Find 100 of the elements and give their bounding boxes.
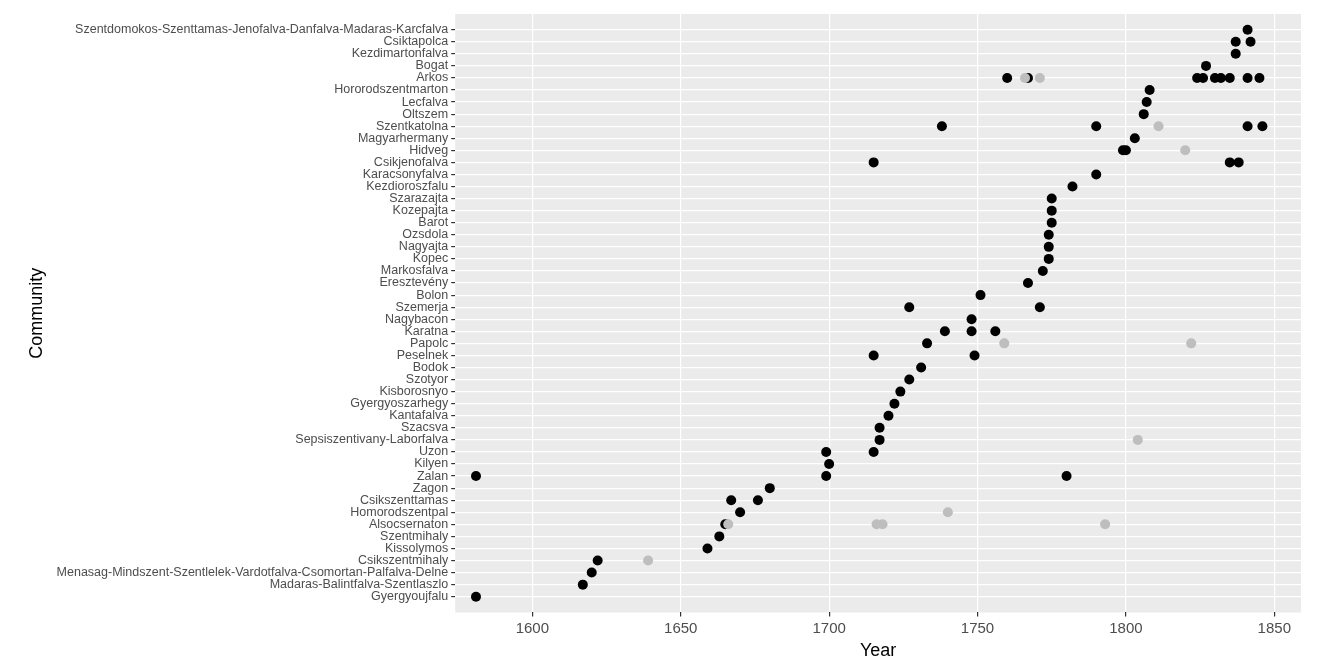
- y-tick-label: Ozsdola: [402, 227, 449, 242]
- point: [904, 302, 915, 313]
- y-tick-label: Sepsiszentivany-Laborfalva: [295, 432, 449, 447]
- point: [1043, 241, 1054, 252]
- point: [1002, 72, 1013, 83]
- x-tick-label: 1750: [960, 618, 995, 636]
- point: [874, 422, 885, 433]
- point: [966, 314, 977, 325]
- y-tick-label: Uzon: [419, 444, 449, 459]
- point: [1224, 72, 1235, 83]
- y-tick-label: Szentdomokos-Szenttamas-Jenofalva-Danfalva-Madaras-Karcfalva: [75, 22, 449, 37]
- point: [1233, 157, 1244, 168]
- point: [577, 579, 588, 590]
- point: [1132, 434, 1143, 445]
- point: [1061, 471, 1072, 482]
- point: [868, 157, 879, 168]
- y-tick-label: Magyarhermany: [357, 130, 449, 145]
- x-tick-label: 1700: [812, 618, 846, 636]
- point: [1180, 145, 1191, 156]
- point: [936, 121, 947, 132]
- point: [1091, 121, 1102, 132]
- y-tick-label: Homorodszentpal: [350, 504, 449, 519]
- point: [942, 507, 953, 518]
- y-tick-label: Lecfalva: [401, 94, 449, 109]
- point: [1224, 157, 1235, 168]
- point: [966, 326, 977, 337]
- point: [1091, 169, 1102, 180]
- point: [868, 350, 879, 361]
- y-tick-label: Kilyen: [414, 456, 449, 471]
- y-tick-label: Zagon: [412, 480, 449, 495]
- y-tick-label: Szemerja: [395, 299, 449, 314]
- point: [904, 374, 915, 385]
- point: [1242, 121, 1253, 132]
- y-tick-label: Bogat: [415, 58, 449, 73]
- y-tick-label: Szotyor: [405, 372, 449, 387]
- point: [824, 459, 835, 470]
- point: [1022, 278, 1033, 289]
- point: [895, 386, 906, 397]
- y-tick-label: Papolc: [409, 335, 449, 350]
- point: [1144, 85, 1155, 96]
- point: [1129, 133, 1140, 144]
- point: [874, 434, 885, 445]
- point: [1046, 193, 1057, 204]
- point: [1138, 109, 1149, 120]
- y-tick-label: Bodok: [412, 359, 449, 374]
- y-tick-label: Gyergyoujfalu: [371, 589, 449, 604]
- point: [821, 471, 832, 482]
- point: [1067, 181, 1078, 192]
- point: [975, 290, 986, 301]
- point: [1242, 72, 1253, 83]
- point: [1034, 302, 1045, 313]
- point: [592, 555, 603, 566]
- y-axis-title: Community: [25, 267, 46, 359]
- point: [969, 350, 980, 361]
- y-tick-label: Eresztevény: [379, 275, 449, 290]
- y-tick-label: Peselnek: [396, 347, 449, 362]
- point: [868, 446, 879, 457]
- point: [726, 495, 737, 506]
- y-tick-label: Szentkatolna: [375, 118, 449, 133]
- point: [1153, 121, 1164, 132]
- point: [1043, 229, 1054, 240]
- y-tick-label: Hororodszentmarton: [334, 82, 449, 97]
- point: [643, 555, 654, 566]
- point: [1186, 338, 1197, 349]
- point: [752, 495, 763, 506]
- point: [470, 471, 481, 482]
- point: [1034, 72, 1045, 83]
- point: [714, 531, 725, 542]
- y-tick-label: Kopec: [412, 251, 449, 266]
- point: [1257, 121, 1268, 132]
- x-tick-label: 1850: [1257, 618, 1291, 636]
- point: [999, 338, 1010, 349]
- point: [1230, 36, 1241, 47]
- y-tick-label: Szacsva: [400, 420, 449, 435]
- point: [1043, 253, 1054, 264]
- y-tick-label: Kezdimartonfalva: [351, 46, 449, 61]
- point: [1141, 97, 1152, 108]
- point: [1230, 48, 1241, 59]
- point: [1046, 205, 1057, 216]
- y-tick-label: Oltszem: [402, 106, 449, 121]
- point: [821, 446, 832, 457]
- y-tick-label: Csiktapolca: [383, 34, 449, 49]
- y-tick-label: Markosfalva: [380, 263, 449, 278]
- point: [883, 410, 894, 421]
- point: [1201, 60, 1212, 71]
- point: [470, 591, 481, 602]
- x-tick-label: 1650: [664, 618, 698, 636]
- point: [764, 483, 775, 494]
- point: [916, 362, 927, 373]
- point: [1100, 519, 1111, 530]
- point: [1245, 36, 1256, 47]
- point: [586, 567, 597, 578]
- point: [1037, 265, 1048, 276]
- point: [939, 326, 950, 337]
- y-tick-label: Nagyajta: [398, 239, 449, 254]
- point: [1046, 217, 1057, 228]
- point: [889, 398, 900, 409]
- x-axis-title: Year: [859, 640, 897, 661]
- point: [702, 543, 713, 554]
- point: [1254, 72, 1265, 83]
